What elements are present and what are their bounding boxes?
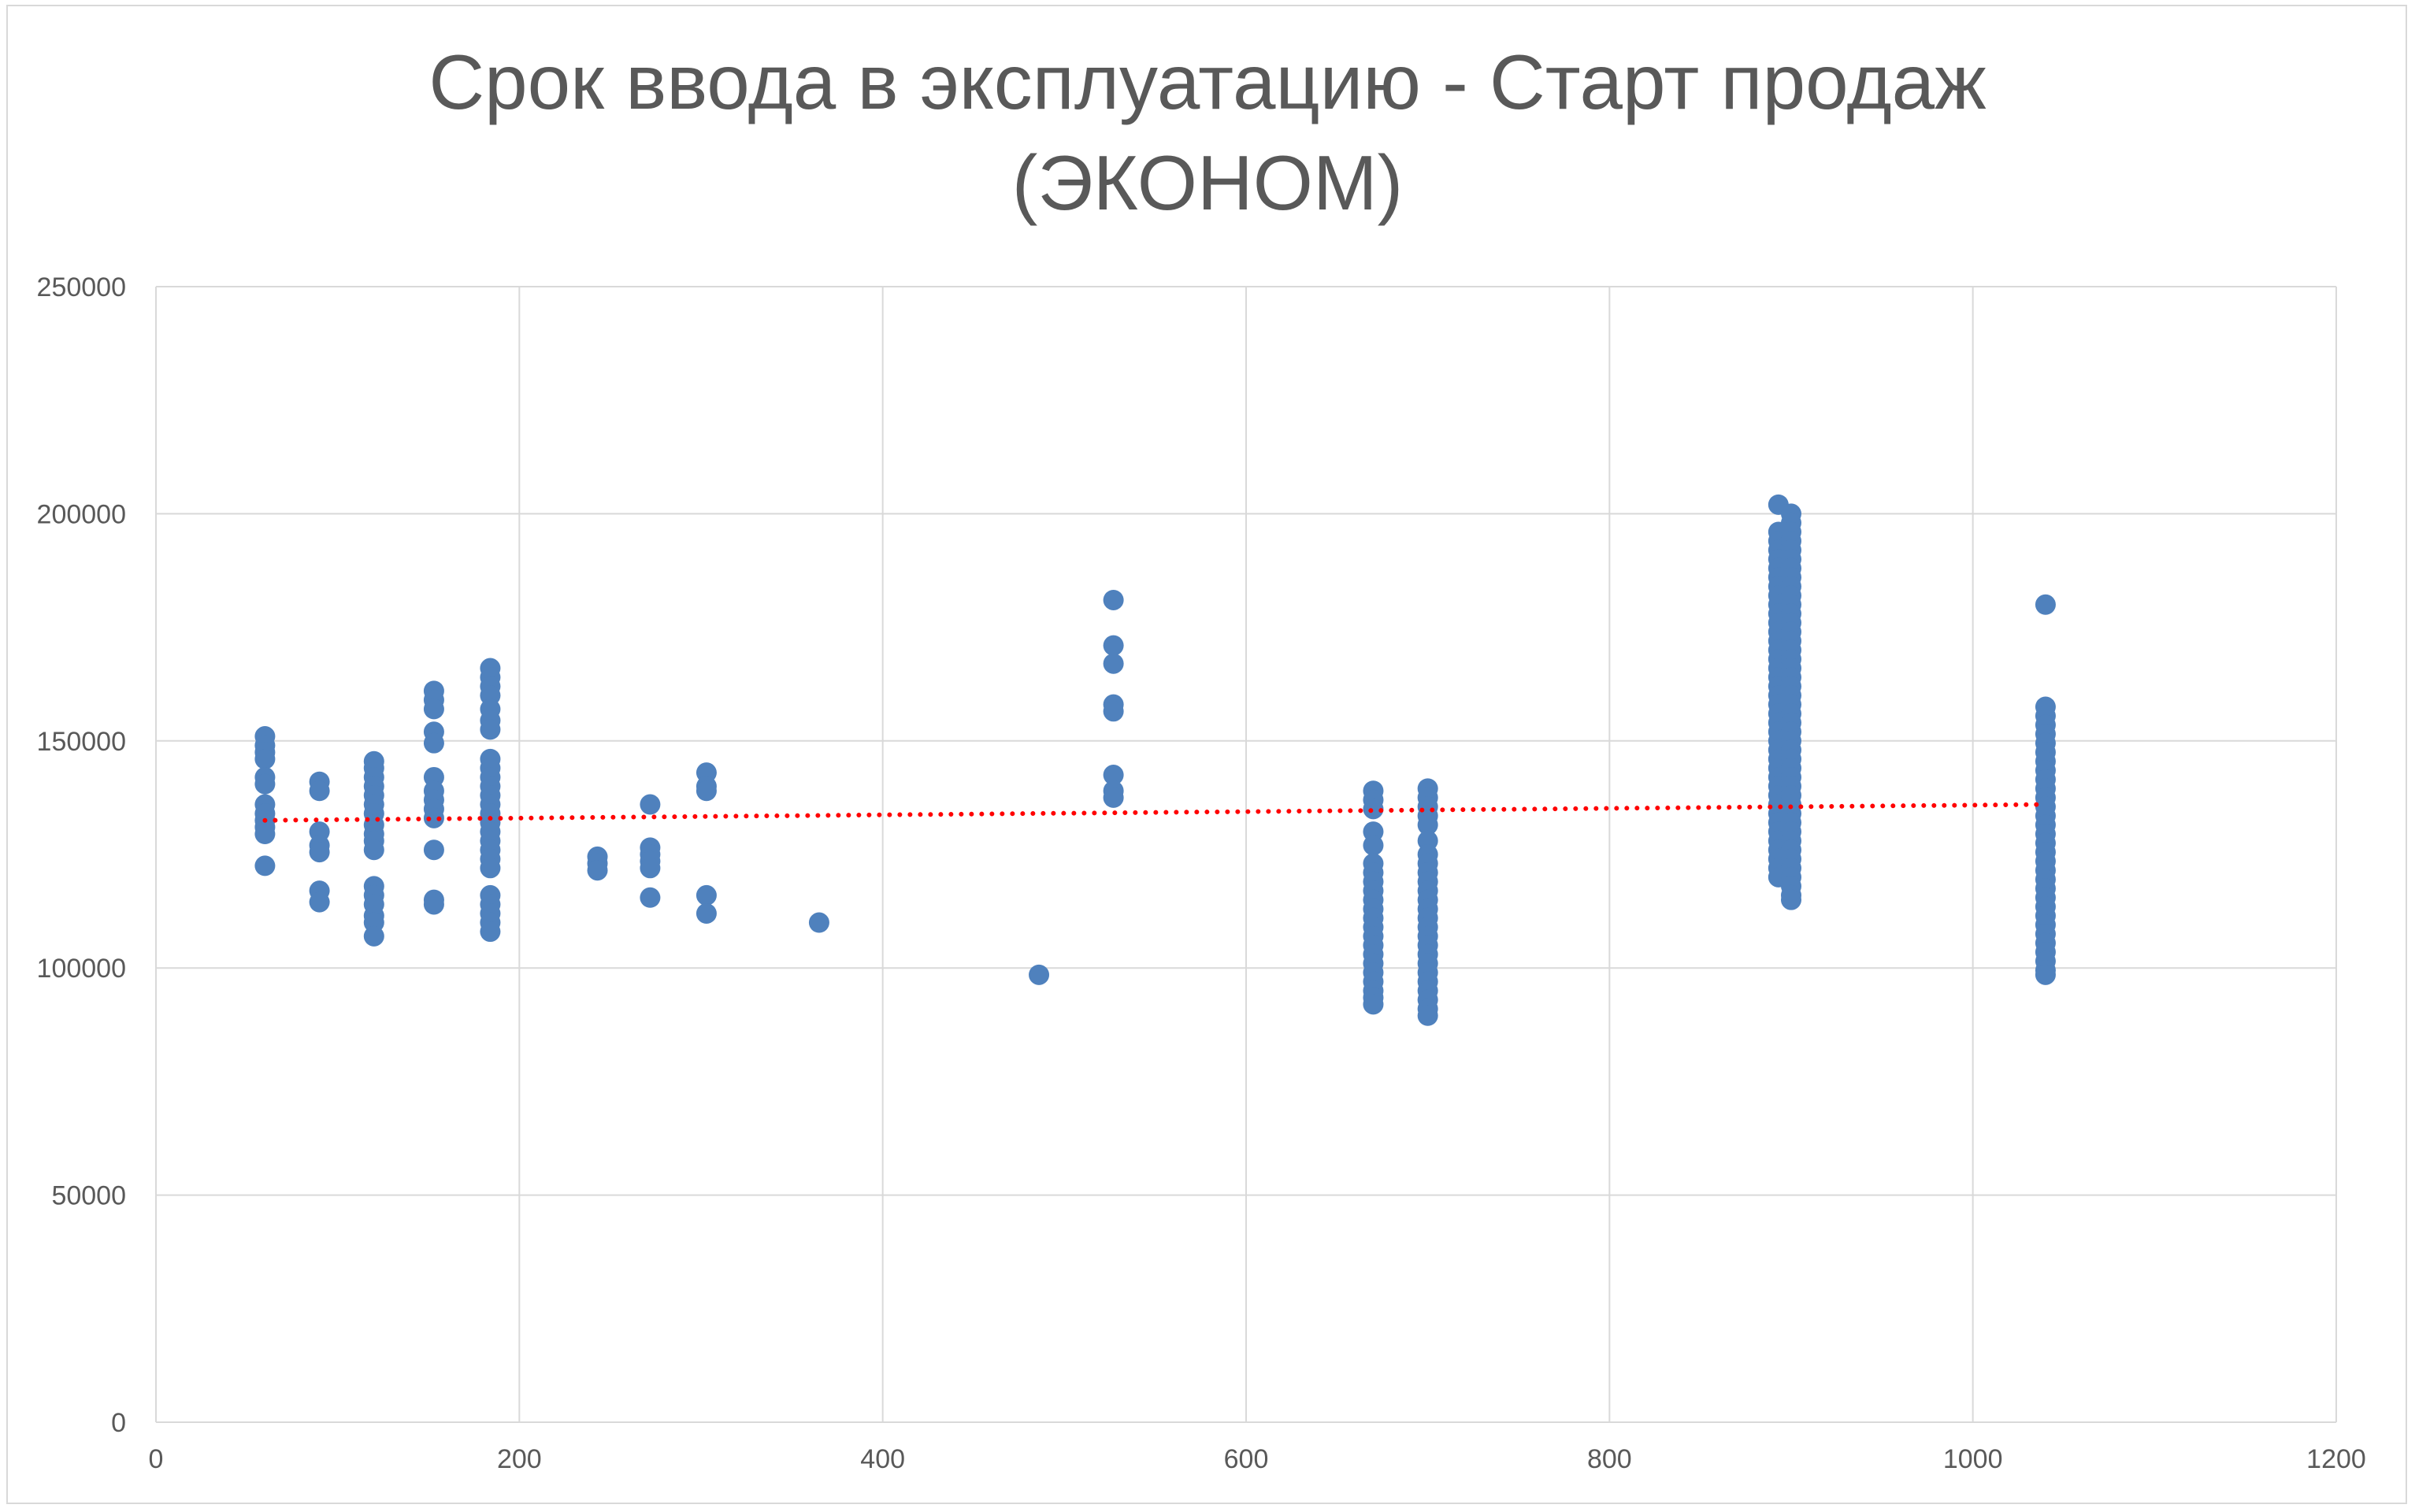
data-point xyxy=(309,891,330,913)
data-point xyxy=(254,824,276,845)
y-tick-label: 150000 xyxy=(37,727,126,757)
data-point xyxy=(254,773,276,795)
data-point xyxy=(423,894,444,915)
data-point xyxy=(363,925,384,947)
chart-title: Срок ввода в эксплуатацию - Старт продаж… xyxy=(0,32,2415,233)
data-point xyxy=(1103,635,1124,656)
x-axis-tick-labels: 0 200 400 600 800 1000 1200 xyxy=(149,1444,2366,1474)
data-point xyxy=(1363,835,1384,856)
data-point xyxy=(696,780,717,802)
data-point xyxy=(480,719,501,740)
data-point xyxy=(1417,1005,1438,1026)
data-point xyxy=(2035,594,2056,615)
x-tick-label: 800 xyxy=(1587,1444,1632,1474)
data-point xyxy=(1103,701,1124,722)
x-tick-label: 0 xyxy=(149,1444,164,1474)
data-point xyxy=(1103,653,1124,674)
y-axis-tick-labels: 0 50000 100000 150000 200000 250000 xyxy=(37,272,126,1438)
data-point xyxy=(423,699,444,720)
data-point xyxy=(1103,787,1124,808)
data-point xyxy=(640,794,661,815)
data-points xyxy=(254,494,2056,1026)
data-point xyxy=(1103,765,1124,786)
y-tick-label: 0 xyxy=(111,1408,126,1438)
x-tick-label: 200 xyxy=(497,1444,542,1474)
data-point xyxy=(254,748,276,769)
data-point xyxy=(1103,589,1124,610)
data-point xyxy=(696,902,717,924)
data-point xyxy=(640,887,661,908)
trendline xyxy=(262,802,2048,823)
y-tick-label: 100000 xyxy=(37,954,126,984)
data-point xyxy=(363,839,384,861)
y-tick-label: 250000 xyxy=(37,272,126,302)
data-point xyxy=(640,858,661,879)
data-point xyxy=(1363,799,1384,820)
chart-frame xyxy=(6,5,2407,1504)
data-point xyxy=(1781,889,1801,910)
data-point xyxy=(1029,964,1050,985)
data-point xyxy=(423,839,444,861)
data-point xyxy=(480,858,501,879)
data-point xyxy=(480,921,501,943)
y-tick-label: 200000 xyxy=(37,499,126,529)
data-point xyxy=(254,855,276,876)
x-tick-label: 600 xyxy=(1224,1444,1269,1474)
y-tick-label: 50000 xyxy=(51,1181,126,1211)
data-point xyxy=(1363,994,1384,1015)
data-point xyxy=(808,912,829,933)
x-tick-label: 1000 xyxy=(1943,1444,2003,1474)
chart-title-line-2: (ЭКОНОМ) xyxy=(1011,139,1404,226)
x-tick-label: 400 xyxy=(860,1444,905,1474)
data-point xyxy=(309,842,330,863)
trendline-group xyxy=(262,802,2048,823)
data-point xyxy=(423,807,444,828)
data-point xyxy=(423,732,444,754)
data-point xyxy=(2035,964,2056,985)
data-point xyxy=(696,884,717,906)
data-point xyxy=(1417,814,1438,836)
x-tick-label: 1200 xyxy=(2306,1444,2366,1474)
grid-lines xyxy=(155,286,2337,1423)
chart-title-line-1: Срок ввода в эксплуатацию - Старт продаж xyxy=(428,39,1987,125)
data-point xyxy=(587,860,608,881)
data-point xyxy=(309,780,330,802)
